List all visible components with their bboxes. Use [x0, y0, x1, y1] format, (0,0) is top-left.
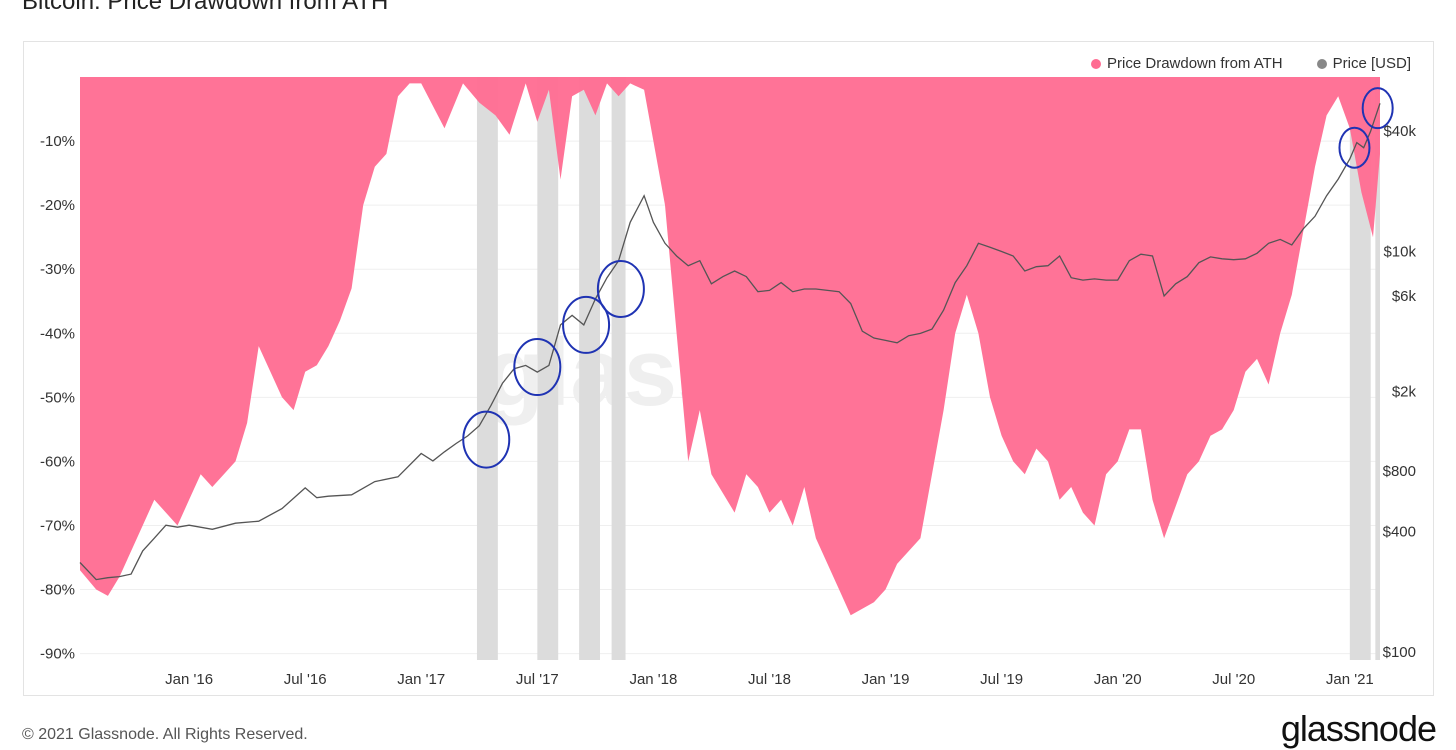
y-right-tick-3: $2k — [1392, 384, 1417, 401]
y-left-tick-2: -30% — [40, 261, 75, 278]
highlight-band-1 — [537, 77, 559, 660]
y-left-tick-3: -40% — [40, 325, 75, 342]
annotation-circle-3 — [596, 260, 645, 319]
annotation-circle-0 — [462, 410, 511, 469]
x-tick-2: Jan '17 — [397, 671, 445, 688]
highlight-band-5 — [1375, 77, 1380, 660]
y-right-tick-4: $800 — [1383, 463, 1416, 480]
legend-item-price[interactable]: Price [USD] — [1316, 55, 1411, 72]
y-right-tick-0: $40k — [1383, 123, 1416, 140]
y-right-tick-6: $100 — [1383, 644, 1416, 661]
x-tick-1: Jul '16 — [284, 671, 327, 688]
y-left-tick-7: -80% — [40, 582, 75, 599]
y-left-tick-6: -70% — [40, 517, 75, 534]
highlight-band-4 — [1349, 77, 1371, 660]
x-tick-9: Jul '20 — [1212, 671, 1255, 688]
y-left-tick-4: -50% — [40, 389, 75, 406]
annotation-circle-4 — [1338, 126, 1371, 169]
legend-dot-drawdown — [1091, 58, 1102, 69]
x-tick-4: Jan '18 — [629, 671, 677, 688]
y-left-tick-0: -10% — [40, 133, 75, 150]
y-left-tick-8: -90% — [40, 646, 75, 663]
annotation-circle-1 — [513, 338, 562, 397]
annotation-circle-5 — [1361, 87, 1394, 130]
legend: Price Drawdown from ATH Price [USD] — [1091, 55, 1411, 72]
y-left-tick-5: -60% — [40, 453, 75, 470]
y-right-tick-5: $400 — [1383, 523, 1416, 540]
x-tick-0: Jan '16 — [165, 671, 213, 688]
y-left-tick-1: -20% — [40, 197, 75, 214]
y-right-tick-1: $10k — [1383, 244, 1416, 261]
y-right-tick-2: $6k — [1392, 288, 1417, 305]
legend-label-drawdown: Price Drawdown from ATH — [1107, 55, 1283, 72]
legend-label-price: Price [USD] — [1332, 55, 1411, 72]
drawdown-area — [80, 77, 1380, 616]
x-tick-8: Jan '20 — [1094, 671, 1142, 688]
annotation-circle-2 — [562, 295, 611, 354]
x-tick-5: Jul '18 — [748, 671, 791, 688]
highlight-band-0 — [476, 77, 498, 660]
highlight-band-3 — [611, 77, 626, 660]
legend-dot-price — [1316, 58, 1327, 69]
legend-item-drawdown[interactable]: Price Drawdown from ATH — [1091, 55, 1283, 72]
copyright: © 2021 Glassnode. All Rights Reserved. — [22, 726, 308, 743]
highlight-band-2 — [579, 77, 600, 660]
brand-logo: glassnode — [1280, 708, 1437, 749]
x-tick-10: Jan '21 — [1326, 671, 1374, 688]
chart-frame — [23, 41, 1434, 696]
x-tick-6: Jan '19 — [862, 671, 910, 688]
x-tick-7: Jul '19 — [980, 671, 1023, 688]
price-line — [79, 103, 1381, 581]
chart-title: Bitcoin: Price Drawdown from ATH — [22, 0, 389, 15]
x-tick-3: Jul '17 — [516, 671, 559, 688]
